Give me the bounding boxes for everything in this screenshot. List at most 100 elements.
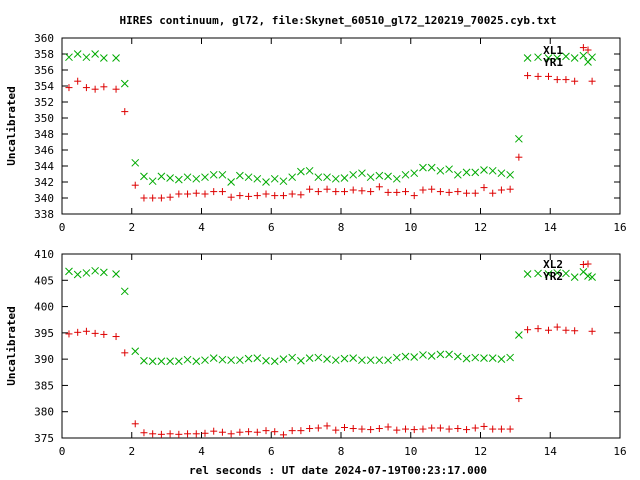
legend-label-xl1: XL1 — [543, 44, 563, 57]
data-point-yr2 — [401, 352, 410, 361]
data-point-yr2 — [270, 357, 279, 366]
data-point-yr2 — [453, 352, 462, 361]
data-point-xl2 — [314, 424, 322, 432]
data-point-xl1 — [192, 189, 200, 197]
legend-label-yr2: YR2 — [543, 270, 563, 283]
data-point-yr2 — [506, 353, 514, 362]
data-point-yr1 — [401, 170, 410, 179]
data-point-yr2 — [131, 347, 140, 356]
data-point-xl2 — [74, 328, 82, 336]
bottom-y-tick-label: 395 — [34, 327, 54, 340]
data-point-xl2 — [579, 261, 587, 269]
top-y-tick-label: 346 — [34, 144, 54, 157]
data-point-yr1 — [392, 174, 401, 183]
data-point-xl2 — [112, 333, 120, 341]
data-point-xl2 — [175, 430, 183, 438]
bottom-y-axis-label: Uncalibrated — [5, 306, 18, 385]
data-point-xl1 — [253, 192, 261, 200]
data-point-yr1 — [288, 173, 297, 182]
data-point-xl1 — [340, 188, 348, 196]
data-point-xl2 — [375, 425, 383, 433]
data-point-xl2 — [82, 327, 90, 335]
top-x-tick-label: 10 — [404, 221, 417, 234]
data-point-yr2 — [236, 356, 244, 365]
data-point-yr1 — [544, 54, 553, 62]
data-point-xl1 — [65, 84, 73, 92]
data-point-yr2 — [65, 267, 73, 276]
data-point-yr1 — [218, 170, 227, 179]
data-point-yr2 — [515, 331, 523, 339]
data-point-yr2 — [183, 355, 192, 364]
data-point-xl2 — [131, 420, 139, 428]
data-point-yr1 — [174, 175, 183, 184]
data-point-xl1 — [436, 188, 444, 196]
data-point-xl2 — [489, 425, 497, 433]
bottom-y-tick-label: 400 — [34, 301, 54, 314]
data-point-xl2 — [91, 329, 99, 337]
data-point-xl1 — [588, 77, 596, 85]
data-point-yr2 — [392, 353, 401, 362]
data-point-xl2 — [367, 426, 375, 434]
data-point-xl1 — [157, 194, 165, 202]
data-point-xl2 — [454, 425, 462, 433]
bottom-plot-frame — [61, 253, 621, 439]
data-point-yr2 — [497, 355, 506, 363]
data-point-xl2 — [236, 428, 244, 436]
data-point-yr1 — [227, 178, 235, 186]
top-y-tick-label: 340 — [34, 192, 54, 205]
data-point-yr1 — [112, 54, 120, 62]
data-point-yr1 — [148, 177, 157, 186]
data-point-yr2 — [253, 354, 262, 362]
data-point-yr1 — [183, 173, 192, 182]
data-point-yr1 — [120, 79, 129, 88]
data-point-yr2 — [445, 350, 453, 359]
data-point-yr2 — [174, 357, 183, 366]
data-point-yr1 — [384, 172, 392, 181]
data-point-xl1 — [166, 193, 174, 201]
data-point-yr1 — [253, 174, 262, 183]
top-y-tick-label: 358 — [34, 48, 54, 61]
data-point-xl1 — [184, 190, 192, 198]
data-point-xl1 — [149, 194, 157, 202]
data-point-yr2 — [562, 269, 570, 278]
data-point-xl2 — [358, 425, 366, 433]
data-point-yr1 — [331, 174, 340, 183]
data-point-xl1 — [367, 188, 375, 196]
data-point-xl1 — [74, 77, 82, 85]
top-panel: Uncalibrated 0 2 4 6 8 10 12 14 16 338 340 342 344 34… — [5, 32, 627, 234]
data-point-yr2 — [209, 354, 218, 362]
data-point-yr1 — [562, 52, 570, 61]
data-point-xl1 — [82, 84, 90, 92]
bottom-data-marks — [65, 261, 596, 439]
data-point-xl1 — [288, 190, 296, 198]
data-point-yr1 — [462, 168, 471, 177]
data-point-yr1 — [262, 178, 270, 186]
bottom-x-tick-label: 16 — [613, 445, 626, 458]
data-point-yr2 — [544, 270, 553, 278]
data-point-xl1 — [100, 83, 108, 91]
legend-marker-yr1 — [584, 58, 592, 66]
data-point-xl1 — [506, 185, 514, 193]
data-point-yr1 — [471, 168, 480, 177]
data-point-xl2 — [201, 429, 209, 437]
data-point-xl1 — [497, 186, 505, 194]
data-point-yr1 — [436, 166, 445, 175]
data-point-xl1 — [579, 44, 587, 52]
data-point-yr2 — [410, 353, 419, 361]
data-point-yr1 — [99, 54, 108, 62]
data-point-xl1 — [140, 194, 148, 202]
data-point-xl2 — [515, 395, 523, 403]
data-point-xl1 — [534, 72, 542, 80]
data-point-yr2 — [375, 356, 384, 365]
data-point-yr2 — [157, 357, 166, 366]
data-point-xl2 — [384, 423, 392, 431]
data-point-xl1 — [306, 185, 314, 193]
top-y-tick-label: 350 — [34, 112, 54, 125]
data-point-xl2 — [227, 430, 235, 438]
data-point-yr1 — [445, 165, 453, 174]
data-point-yr1 — [453, 170, 462, 179]
data-point-xl1 — [463, 189, 471, 197]
data-point-yr1 — [349, 170, 358, 179]
data-point-yr2 — [297, 356, 305, 365]
data-point-yr2 — [553, 269, 562, 277]
